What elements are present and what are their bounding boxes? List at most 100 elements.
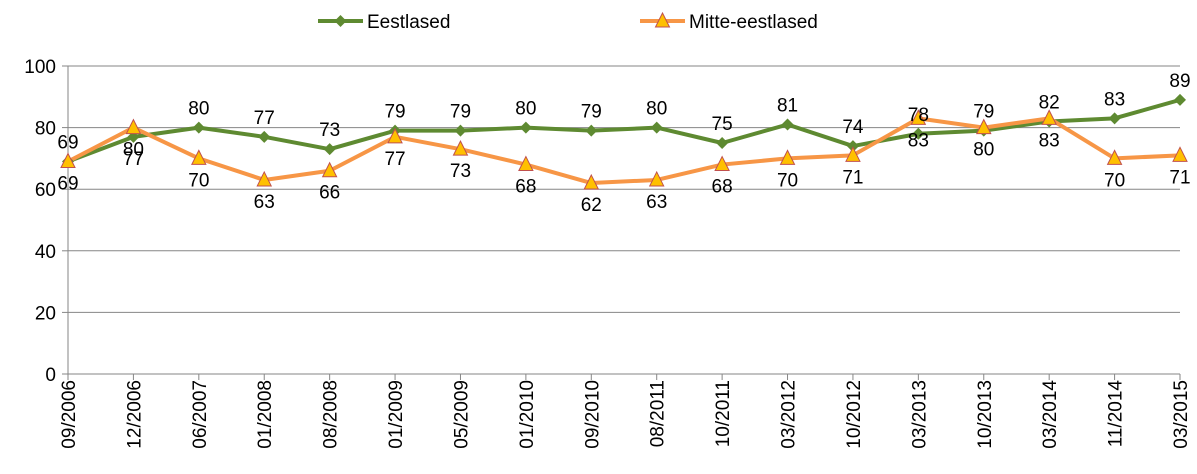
data-label: 79 [450,102,471,123]
data-label: 69 [57,173,78,194]
data-point-triangle [1172,146,1188,162]
legend-label-eestlased: Eestlased [367,12,450,33]
data-label: 77 [384,149,405,170]
gridlines [62,65,1181,380]
series-line-mitte-eestlased [67,116,1181,186]
data-point-diamond [781,118,794,131]
data-point-triangle [648,170,665,187]
data-label: 80 [188,99,209,120]
data-label: 82 [1039,92,1060,113]
y-tick-labels: 0 20 40 60 80 100 [24,57,56,386]
data-label: 71 [1169,167,1190,188]
data-label: 68 [712,177,733,198]
legend-label-mitte-eestlased: Mitte-eestlased [689,12,818,33]
data-point-triangle [1041,109,1057,125]
x-tick-label: 09/2010 [582,380,603,449]
data-label: 89 [1169,71,1190,92]
data-label: 80 [973,140,994,161]
x-tick-label: 08/2011 [648,380,669,447]
data-label: 83 [1104,89,1125,110]
data-point-triangle [60,152,76,168]
data-point-triangle [125,118,142,135]
series-group [60,93,1188,190]
x-tick-label: 10/2013 [975,380,996,449]
data-label: 63 [646,192,667,213]
x-tick-label: 01/2009 [386,380,407,449]
axes [67,66,1180,375]
x-tick-label: 12/2006 [124,380,145,449]
data-point-triangle [191,149,207,165]
data-point-triangle [256,170,273,187]
x-tick-label: 01/2010 [517,380,538,449]
data-point-diamond [1108,112,1121,125]
data-point-diamond [258,130,271,143]
data-label: 80 [123,140,144,161]
x-tick-label: 08/2008 [321,380,342,449]
data-label: 70 [777,170,798,191]
data-label: 74 [842,117,864,138]
y-tick-label: 80 [35,119,56,140]
data-point-diamond [1174,93,1186,106]
data-point-triangle [321,161,338,178]
data-label: 79 [581,102,602,123]
data-label: 68 [515,177,536,198]
data-point-diamond [454,124,467,137]
data-point-diamond [323,143,336,156]
x-tick-labels: 09/2006 12/2006 06/2007 01/2008 08/2008 01/20… [59,380,1192,449]
x-tick-label: 03/2015 [1171,380,1192,449]
x-tick-label: 03/2013 [909,380,930,449]
data-label: 83 [1039,130,1060,151]
data-point-triangle [387,127,403,144]
y-tick-label: 20 [35,303,56,324]
data-label: 77 [123,149,144,170]
data-label: 80 [646,99,667,120]
data-point-triangle [975,118,992,135]
legend: Eestlased Mitte-eestlased [318,11,818,33]
data-point-triangle [779,149,796,165]
data-point-diamond [519,121,532,134]
data-label: 80 [515,99,536,120]
x-tick-label: 11/2014 [1106,380,1127,448]
data-label: 77 [254,108,275,129]
data-point-triangle [845,146,861,162]
data-label: 78 [908,105,929,126]
y-tick-label: 40 [35,242,56,263]
data-label: 79 [384,102,405,123]
data-point-diamond [716,137,729,149]
data-label: 83 [908,130,929,151]
data-point-triangle [518,155,534,172]
data-label: 69 [57,132,78,153]
data-point-diamond [650,121,663,134]
x-tick-label: 09/2006 [59,380,80,449]
data-label: 75 [712,114,733,135]
legend-diamond-icon [334,15,347,27]
legend-item-mitte-eestlased: Mitte-eestlased [640,11,818,33]
legend-triangle-icon [654,11,671,28]
series-line-eestlased [67,97,1181,164]
x-tick-label: 05/2009 [451,380,472,449]
data-point-triangle [452,140,469,156]
data-label: 66 [319,183,340,204]
data-label: 71 [842,167,863,188]
data-point-triangle [714,155,730,172]
x-tick-label: 01/2008 [255,380,276,449]
y-tick-label: 60 [35,180,56,201]
x-tick-label: 10/2012 [844,380,865,449]
x-tick-label: 10/2011 [713,380,734,447]
data-label: 73 [450,161,471,182]
legend-item-eestlased: Eestlased [318,12,450,33]
x-tick-label: 03/2012 [779,380,800,449]
data-point-diamond [846,140,859,153]
y-tick-label: 0 [45,365,56,386]
data-point-triangle [910,109,927,125]
data-label: 62 [581,195,602,216]
data-point-triangle [1106,149,1123,165]
x-tick-label: 06/2007 [190,380,211,449]
data-label: 81 [777,96,798,117]
data-label: 70 [1104,170,1125,191]
x-tick-label: 03/2014 [1040,380,1061,449]
data-point-triangle [583,173,600,190]
data-point-diamond [585,124,598,137]
